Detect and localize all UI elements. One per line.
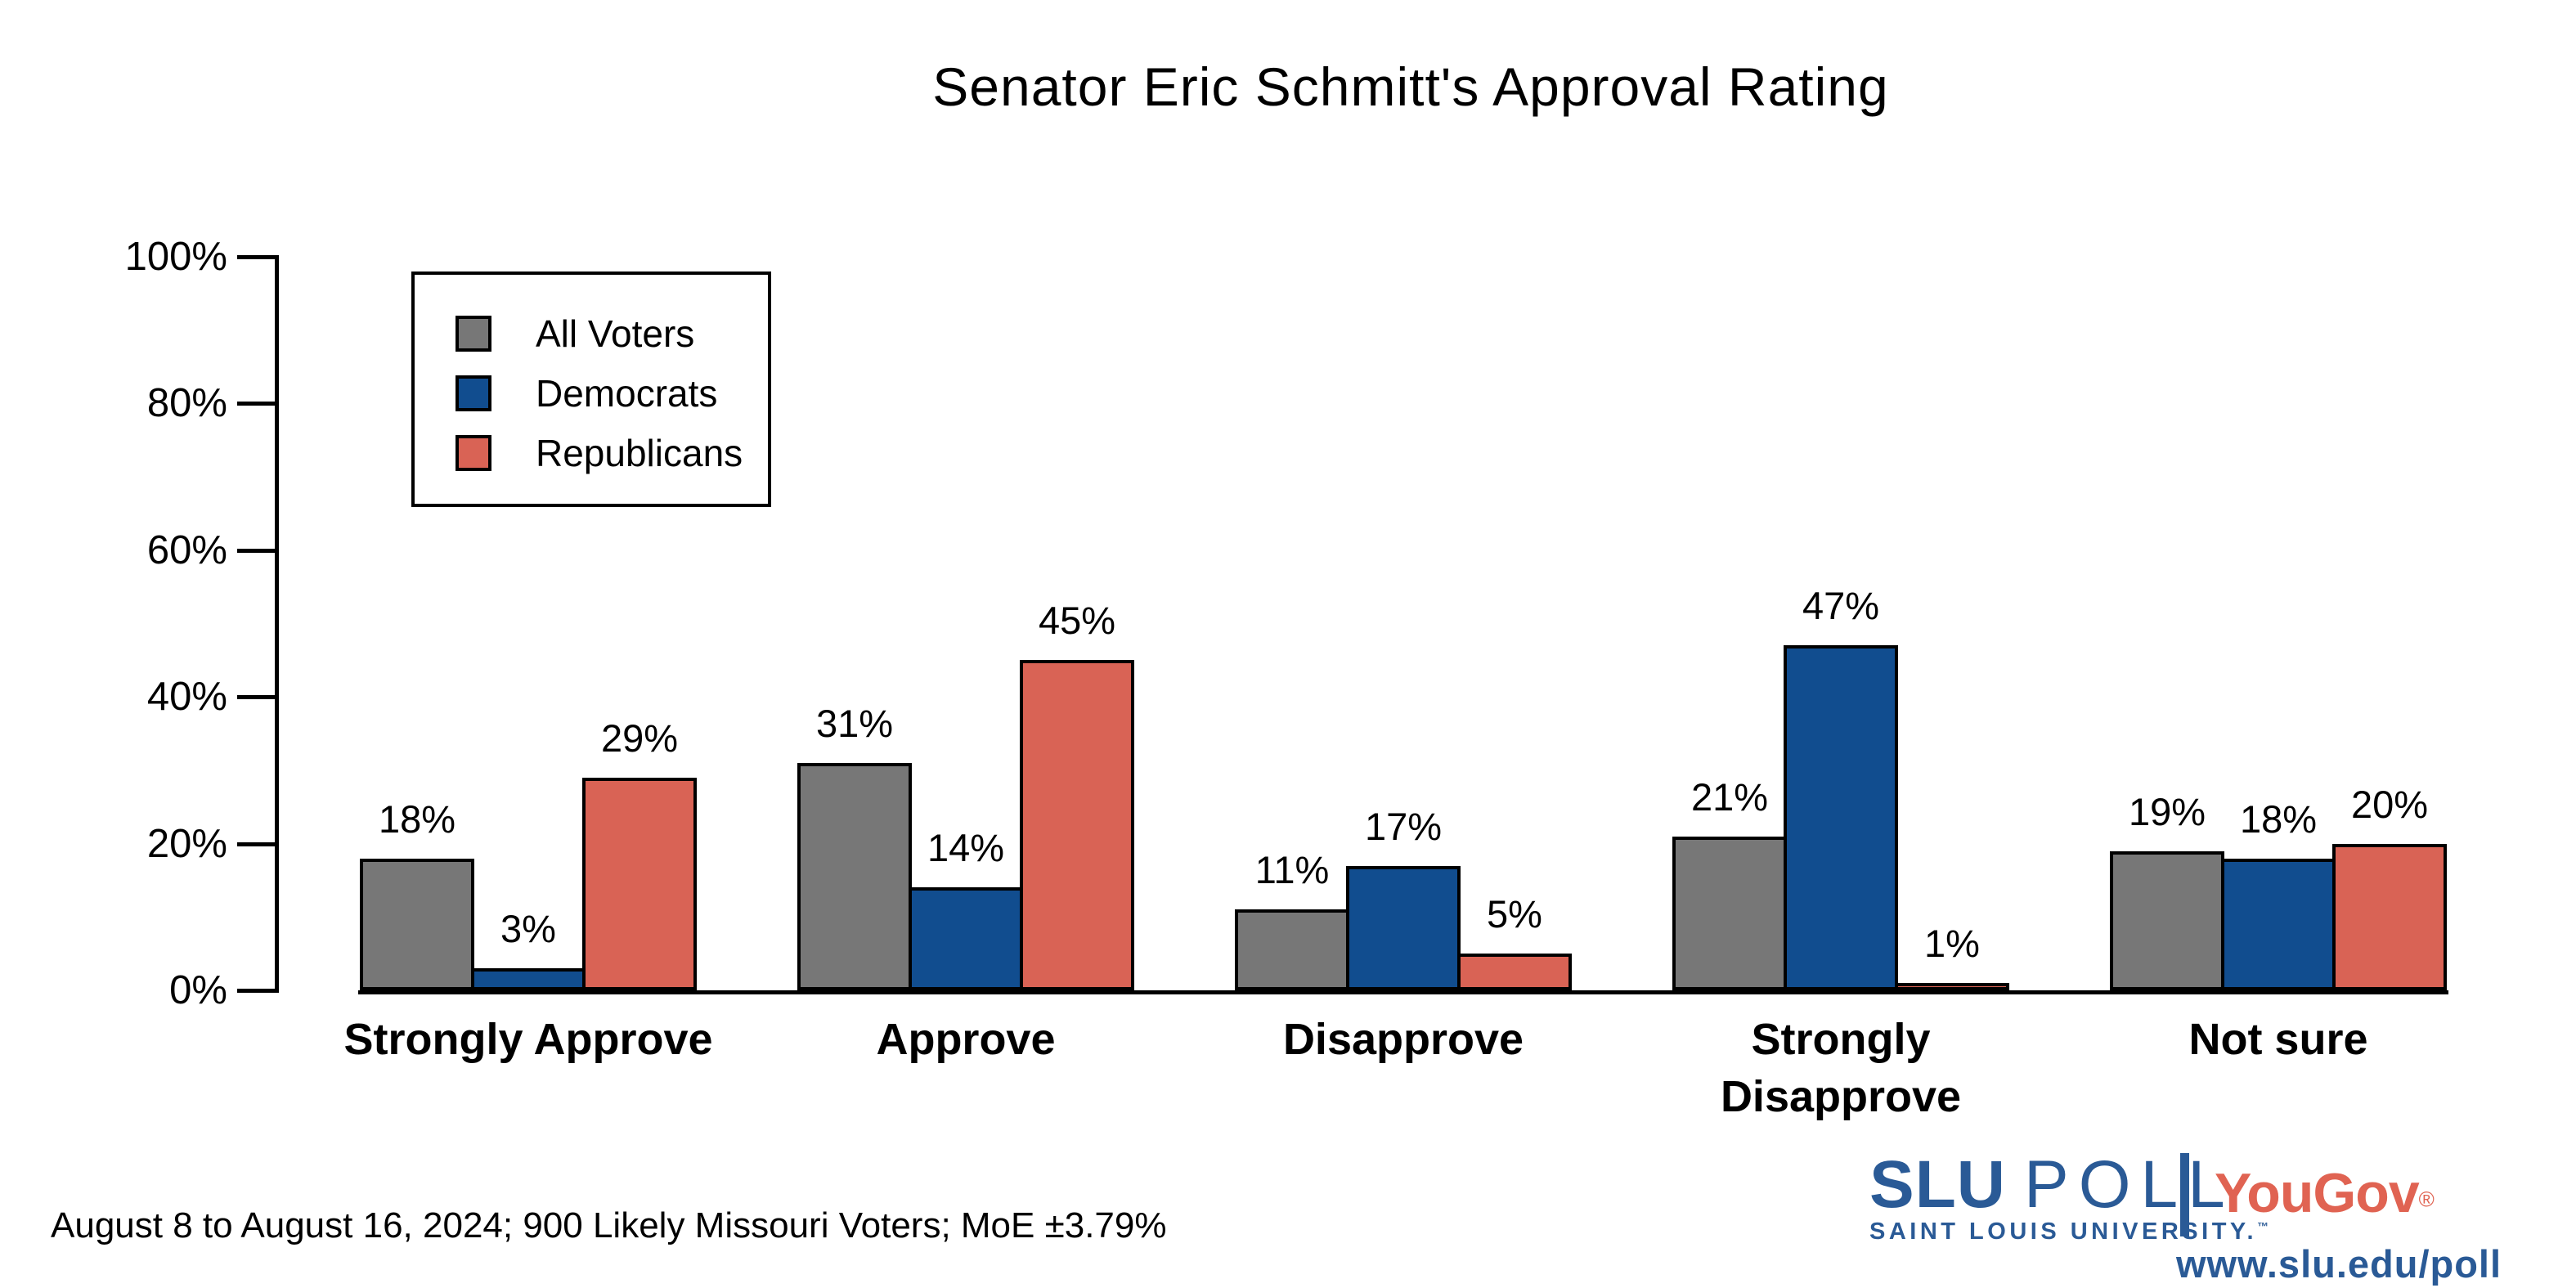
bar-republicans: [1457, 954, 1572, 990]
bar-all-voters: [2110, 850, 2224, 990]
y-tick-label: 0%: [169, 968, 227, 1012]
bar-republicans: [582, 777, 697, 990]
bar-value-label: 3%: [500, 907, 556, 951]
bar-value-label: 20%: [2350, 782, 2429, 826]
bar-democrats: [471, 968, 586, 990]
y-tick-label: 100%: [124, 235, 227, 279]
bar-value-label: 1%: [1924, 922, 1980, 965]
yougov-logo-text: YouGov: [2215, 1162, 2420, 1224]
legend-label: Republicans: [536, 432, 743, 474]
bar-value-label: 18%: [2239, 797, 2318, 841]
category-label: Approve: [876, 1015, 1056, 1064]
category-label: Strongly Approve: [343, 1015, 713, 1064]
bar-democrats: [909, 887, 1023, 990]
legend-item-all-voters: All Voters: [415, 312, 768, 361]
registered-symbol: ®: [2418, 1187, 2435, 1212]
bar-democrats: [1346, 865, 1461, 990]
bar-value-label: 11%: [1254, 848, 1330, 892]
survey-footnote: August 8 to August 16, 2024; 900 Likely …: [51, 1205, 1167, 1245]
y-tick-label: 20%: [146, 821, 227, 866]
poll-logo-text: POLL: [2024, 1147, 2235, 1222]
legend-item-democrats: Democrats: [415, 372, 768, 421]
bar-democrats: [1784, 645, 1898, 990]
category-label: Strongly Disapprove: [1720, 1015, 1962, 1121]
y-axis-line: [275, 255, 279, 993]
logo-separator: [2180, 1153, 2189, 1236]
legend-label: Democrats: [536, 372, 718, 415]
bar-all-voters: [1235, 909, 1349, 990]
chart-title: Senator Eric Schmitt's Approval Rating: [932, 56, 1889, 117]
bar-value-label: 17%: [1364, 804, 1443, 848]
legend-swatch: [456, 435, 491, 471]
y-tick: [237, 255, 275, 259]
bar-value-label: 14%: [927, 826, 1005, 870]
category-label: Not sure: [2188, 1015, 2368, 1064]
legend-swatch: [456, 316, 491, 352]
branding-block: SLU POLL SAINT LOUIS UNIVERSITY.™ YouGov®…: [1865, 1145, 2551, 1286]
y-tick-label: 80%: [146, 381, 227, 426]
legend-swatch: [456, 375, 491, 411]
bar-value-label: 47%: [1802, 584, 1880, 628]
y-tick: [237, 841, 275, 846]
y-tick-label: 40%: [146, 675, 227, 720]
y-tick: [237, 989, 275, 993]
category-label: Disapprove: [1282, 1015, 1524, 1064]
bar-value-label: 19%: [2128, 789, 2206, 833]
trademark-symbol: ™: [2257, 1219, 2269, 1233]
y-tick: [237, 548, 275, 553]
bar-all-voters: [1672, 836, 1787, 990]
bar-value-label: 29%: [600, 716, 679, 760]
slu-logo-text: SLU: [1869, 1147, 2006, 1222]
bar-republicans: [2332, 843, 2447, 990]
slu-university-text: SAINT LOUIS UNIVERSITY.: [1869, 1218, 2258, 1245]
bar-republicans: [1895, 983, 2009, 990]
slu-poll-logo: SLU POLL: [1869, 1147, 2235, 1223]
y-tick: [237, 402, 275, 406]
legend-item-republicans: Republicans: [415, 432, 768, 481]
yougov-logo: YouGov®: [2215, 1161, 2435, 1225]
y-tick: [237, 695, 275, 700]
bar-value-label: 5%: [1487, 892, 1542, 936]
legend-label: All Voters: [536, 312, 695, 355]
bar-republicans: [1020, 660, 1134, 990]
bar-value-label: 31%: [815, 701, 894, 745]
chart-legend: All Voters Democrats Republicans: [411, 272, 771, 507]
bar-value-label: 18%: [378, 797, 456, 841]
bar-democrats: [2221, 858, 2336, 990]
y-tick-label: 60%: [146, 527, 227, 572]
bar-value-label: 21%: [1690, 774, 1769, 819]
bar-all-voters: [797, 762, 912, 990]
slu-university-line: SAINT LOUIS UNIVERSITY.™: [1869, 1218, 2269, 1245]
x-axis-line: [358, 990, 2448, 994]
bar-all-voters: [360, 858, 474, 990]
bar-value-label: 45%: [1038, 599, 1116, 643]
poll-url: www.slu.edu/poll: [2175, 1242, 2502, 1286]
